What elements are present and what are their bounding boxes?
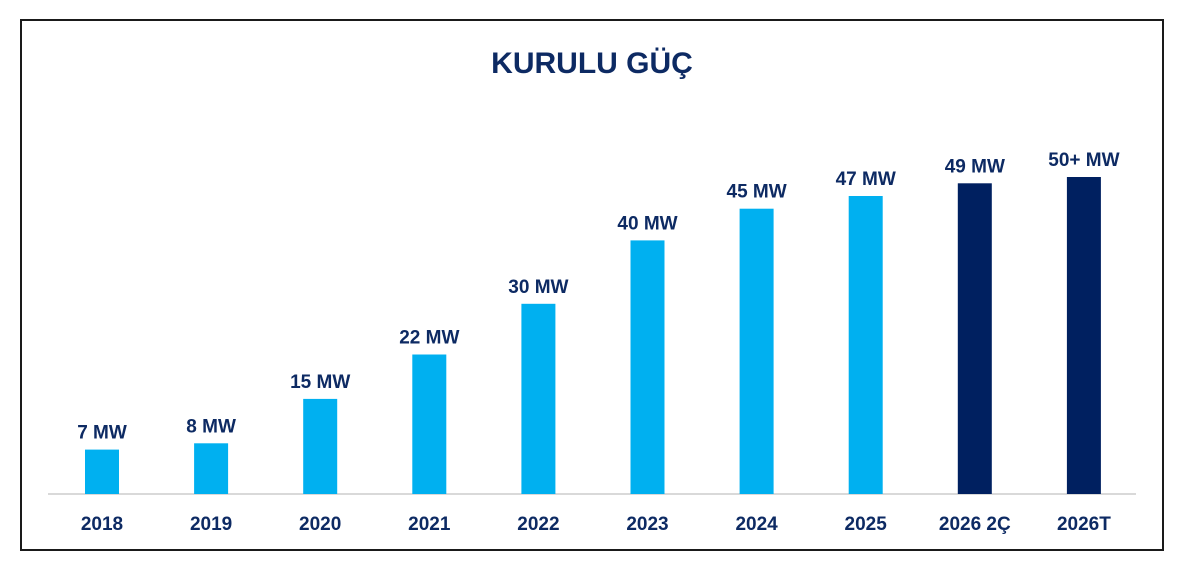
bar-2019 bbox=[194, 443, 229, 494]
x-tick-label-2026-2ç: 2026 2Ç bbox=[939, 514, 1011, 535]
x-tick-labels-group: 2018 2019 2020 2021 2022 2023 2024 2025 2026 2Ç 2… bbox=[81, 514, 1111, 535]
x-tick-label-2022: 2022 bbox=[517, 514, 559, 535]
bar-2023 bbox=[630, 240, 665, 494]
data-label-2021: 22 MW bbox=[399, 328, 459, 349]
x-tick-label-2018: 2018 bbox=[81, 514, 123, 535]
x-tick-label-2023: 2023 bbox=[626, 514, 668, 535]
x-tick-label-2026t: 2026T bbox=[1057, 514, 1111, 535]
x-tick-label-2021: 2021 bbox=[408, 514, 451, 535]
bar-2025 bbox=[848, 196, 883, 494]
bar-2020 bbox=[303, 398, 338, 494]
bar-2018 bbox=[85, 449, 119, 494]
bar-2026-2ç bbox=[957, 183, 992, 495]
bar-2022 bbox=[521, 303, 556, 494]
data-label-2020: 15 MW bbox=[290, 372, 350, 393]
data-label-2023: 40 MW bbox=[617, 213, 677, 234]
bar-2024 bbox=[739, 208, 774, 494]
data-label-2018: 7 MW bbox=[77, 423, 127, 444]
data-label-2026-2ç: 49 MW bbox=[945, 156, 1005, 177]
x-tick-label-2024: 2024 bbox=[735, 514, 778, 535]
data-label-2025: 47 MW bbox=[836, 169, 896, 190]
bar-2021 bbox=[412, 354, 447, 494]
x-tick-label-2025: 2025 bbox=[845, 514, 888, 535]
x-tick-label-2019: 2019 bbox=[190, 514, 232, 535]
data-labels-group: 7 MW 8 MW 15 MW 22 MW 30 MW 40 MW 45 MW 47 MW 49… bbox=[77, 150, 1119, 444]
data-label-2019: 8 MW bbox=[186, 416, 236, 437]
data-label-2026t: 50+ MW bbox=[1048, 150, 1119, 171]
bar-2026t bbox=[1066, 177, 1101, 494]
data-label-2024: 45 MW bbox=[727, 182, 787, 203]
chart-title: KURULU GÜÇ bbox=[491, 47, 693, 80]
x-tick-label-2020: 2020 bbox=[299, 514, 341, 535]
bars-group bbox=[85, 177, 1101, 495]
data-label-2022: 30 MW bbox=[508, 277, 568, 298]
